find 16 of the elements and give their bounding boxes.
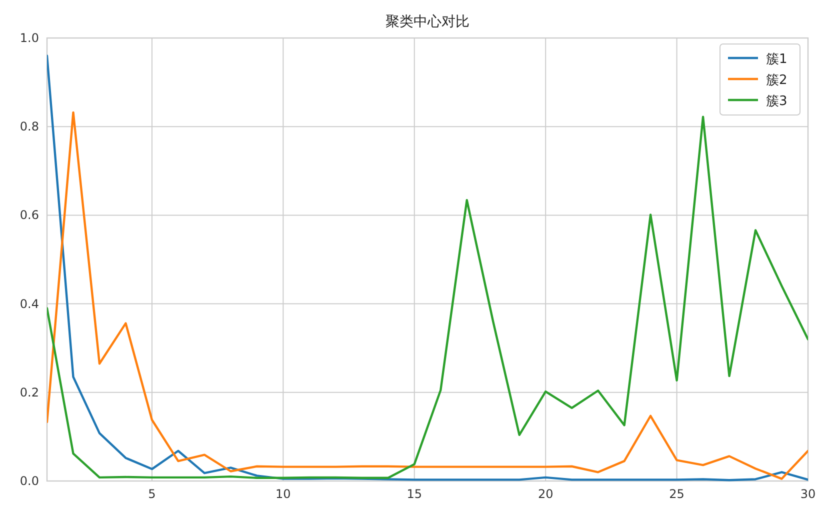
y-tick-label: 0.2 [20,385,39,400]
y-tick-label: 0.8 [20,120,39,134]
legend-label: 簇2 [766,73,788,88]
x-tick-label: 25 [669,487,684,501]
x-tick-label: 15 [406,487,422,501]
y-tick-label: 1.0 [20,31,39,45]
y-tick-label: 0.0 [20,474,39,488]
y-tick-label: 0.6 [20,208,39,222]
legend-label: 簇3 [766,94,788,109]
legend-label: 簇1 [766,52,788,67]
x-tick-label: 30 [800,487,816,501]
chart-title: 聚类中心对比 [386,14,470,30]
x-tick-label: 5 [148,487,156,501]
y-tick-label: 0.4 [20,296,39,311]
x-tick-label: 10 [276,487,291,501]
x-tick-label: 20 [538,487,554,501]
